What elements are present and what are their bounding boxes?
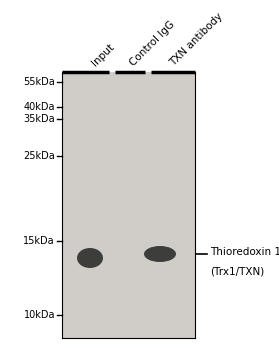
Text: Control IgG: Control IgG [128,19,177,68]
Text: 40kDa: 40kDa [23,102,55,112]
Ellipse shape [144,246,176,262]
Text: Input: Input [90,42,116,68]
Bar [62,72,195,338]
Text: 55kDa: 55kDa [23,77,55,87]
Text: 35kDa: 35kDa [23,114,55,124]
Text: 15kDa: 15kDa [23,236,55,246]
Text: Thioredoxin 1: Thioredoxin 1 [210,247,279,257]
Ellipse shape [77,248,103,268]
Text: 10kDa: 10kDa [23,310,55,320]
Text: (Trx1/TXN): (Trx1/TXN) [210,267,264,277]
Text: TXN antibody: TXN antibody [168,11,225,68]
Text: 25kDa: 25kDa [23,151,55,161]
